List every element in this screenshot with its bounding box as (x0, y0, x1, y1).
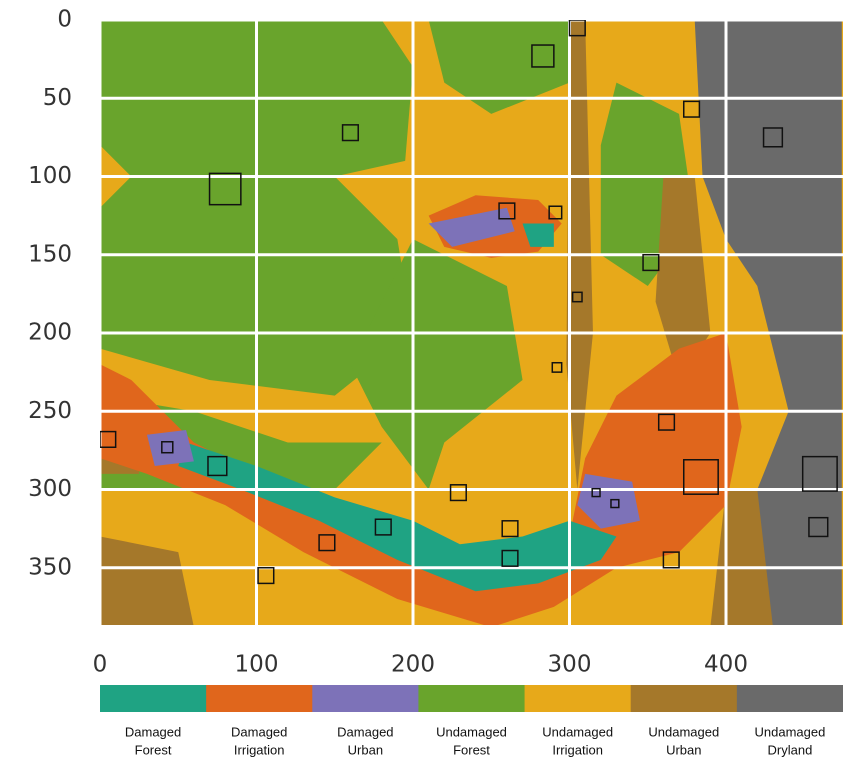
legend-label: Damaged (337, 724, 393, 739)
x-tick-label: 400 (704, 652, 748, 678)
x-tick-label: 0 (93, 652, 108, 678)
chart: 0 100 200 300 400 0 50 100 150 200 250 300 350 Damage… (0, 0, 843, 767)
legend-label: Undamaged (755, 724, 826, 739)
legend-label: Irrigation (552, 742, 603, 757)
legend-label: Urban (348, 742, 383, 757)
y-tick-label: 50 (43, 85, 72, 111)
legend-swatch (525, 685, 632, 712)
legend-label: Dryland (768, 742, 813, 757)
legend-label: Damaged (125, 724, 181, 739)
legend-label: Undamaged (436, 724, 507, 739)
x-tick-label: 300 (548, 652, 592, 678)
y-tick-label: 300 (28, 476, 72, 502)
land-region (147, 430, 194, 466)
legend-swatch (206, 685, 313, 712)
legend-label: Irrigation (234, 742, 285, 757)
legend-label: Forest (135, 742, 172, 757)
y-tick-label: 350 (28, 554, 72, 580)
legend-label: Forest (453, 742, 490, 757)
legend-swatch (737, 685, 843, 712)
legend-label: Undamaged (648, 724, 719, 739)
legend-label: Undamaged (542, 724, 613, 739)
legend-swatch (418, 685, 525, 712)
map-area (100, 20, 843, 627)
y-tick-label: 200 (28, 320, 72, 346)
legend-swatch (312, 685, 419, 712)
y-tick-label: 0 (57, 7, 72, 33)
legend-label: Damaged (231, 724, 287, 739)
legend-swatch (631, 685, 738, 712)
y-tick-label: 100 (28, 163, 72, 189)
x-tick-label: 200 (391, 652, 435, 678)
legend-swatch (100, 685, 207, 712)
y-tick-label: 150 (28, 241, 72, 267)
y-tick-label: 250 (28, 398, 72, 424)
legend-label: Urban (666, 742, 701, 757)
x-tick-label: 100 (235, 652, 279, 678)
page: 0 100 200 300 400 0 50 100 150 200 250 300 350 Damage… (0, 0, 843, 767)
